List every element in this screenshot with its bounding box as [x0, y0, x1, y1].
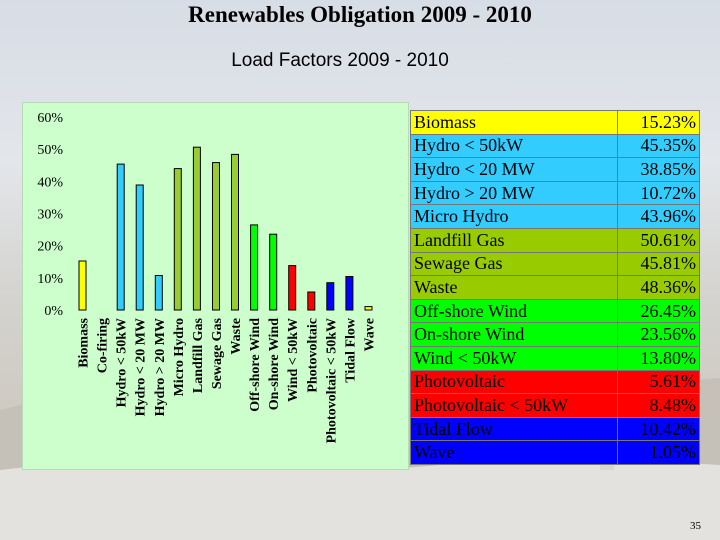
x-tick-label: Landfill Gas — [191, 317, 206, 393]
bar — [326, 282, 335, 311]
x-tick-label: Photovoltaic < 50kW — [324, 318, 339, 443]
x-tick-label: Hydro > 20 MW — [153, 318, 168, 416]
bar — [269, 233, 278, 311]
table-row: Hydro < 20 MW 38.85% — [410, 157, 700, 182]
bar — [78, 260, 87, 311]
row-value: 13.80% — [617, 345, 700, 371]
table-row: Tidal Flow 10.42% — [410, 416, 700, 442]
y-tick-label: 10% — [37, 272, 63, 287]
table-row: Waste 48.36% — [410, 275, 700, 300]
row-name: Sewage Gas — [410, 251, 618, 277]
table-row: Off-shore Wind 26.45% — [410, 298, 700, 324]
y-tick-label: 0% — [44, 304, 63, 319]
table-row: Micro Hydro 43.96% — [410, 204, 700, 229]
load-factor-table-panel: Biomass 15.23% Hydro < 50kW 45.35% Hydro < 2… — [410, 110, 700, 474]
bar — [192, 146, 201, 311]
table-row: On-shore Wind 23.56% — [410, 322, 700, 347]
y-tick-label: 60% — [37, 111, 63, 126]
y-tick-label: 30% — [37, 208, 63, 223]
row-value: 15.23% — [617, 110, 700, 135]
row-value: 50.61% — [617, 227, 700, 253]
chart-panel: 0% 10% 20% 30% 40% 50% 60% Biomass Co-firing Hydr… — [22, 102, 409, 470]
y-tick-label: 50% — [37, 143, 63, 158]
row-value: 43.96% — [617, 204, 700, 229]
x-tick-label: Hydro < 20 MW — [134, 318, 149, 416]
page-number: 35 — [690, 520, 701, 532]
row-value: 23.56% — [617, 322, 700, 347]
bar — [135, 184, 144, 311]
x-tick-label: Sewage Gas — [210, 317, 225, 389]
bar — [154, 275, 163, 311]
x-tick-label: Co-firing — [96, 318, 111, 373]
row-value: 10.72% — [617, 180, 700, 206]
x-tick-label: Hydro < 50kW — [115, 318, 130, 407]
row-name: On-shore Wind — [410, 322, 618, 347]
x-tick-label: Biomass — [77, 317, 92, 367]
row-value: 26.45% — [617, 298, 700, 324]
table-row: Hydro > 20 MW 10.72% — [410, 180, 700, 206]
y-tick-label: 40% — [37, 175, 63, 190]
x-tick-label: Tidal Flow — [343, 317, 358, 383]
x-tick-label: Off-shore Wind — [248, 318, 263, 412]
table-row: Landfill Gas 50.61% — [410, 227, 700, 253]
x-tick-label: Photovoltaic — [305, 318, 320, 393]
row-name: Photovoltaic — [410, 369, 618, 395]
row-name: Wave — [410, 440, 618, 465]
bar — [288, 265, 297, 311]
row-name: Biomass — [410, 110, 618, 135]
table-row: Wave 1.05% — [410, 440, 700, 465]
slide-subtitle: Load Factors 2009 - 2010 — [231, 50, 449, 71]
row-name: Hydro > 20 MW — [410, 180, 618, 206]
table-row: Hydro < 50kW 45.35% — [410, 133, 700, 159]
row-name: Hydro < 20 MW — [410, 157, 618, 182]
row-name: Micro Hydro — [410, 204, 618, 229]
bar — [250, 224, 259, 311]
bar — [307, 291, 316, 311]
row-value: 8.48% — [617, 393, 700, 418]
row-name: Hydro < 50kW — [410, 133, 618, 159]
row-name: Landfill Gas — [410, 227, 618, 253]
table-row: Wind < 50kW 13.80% — [410, 345, 700, 371]
row-value: 45.35% — [617, 133, 700, 159]
row-name: Tidal Flow — [410, 416, 618, 442]
y-tick-label: 20% — [37, 240, 63, 255]
row-name: Off-shore Wind — [410, 298, 618, 324]
table-row: Biomass 15.23% — [410, 110, 700, 135]
row-value: 10.42% — [617, 416, 700, 442]
x-tick-label: Wind < 50kW — [286, 318, 301, 402]
bar — [345, 276, 354, 311]
row-name: Waste — [410, 275, 618, 300]
row-name: Photovoltaic < 50kW — [410, 393, 618, 418]
row-name: Wind < 50kW — [410, 345, 618, 371]
row-value: 38.85% — [617, 157, 700, 182]
bar — [364, 306, 373, 311]
bar — [173, 168, 182, 311]
x-tick-label: On-shore Wind — [267, 318, 282, 410]
table-row: Photovoltaic 5.61% — [410, 369, 700, 395]
row-value: 1.05% — [617, 440, 700, 465]
x-tick-label: Waste — [229, 318, 244, 355]
row-value: 5.61% — [617, 369, 700, 395]
bar — [231, 153, 239, 311]
load-factor-table: Biomass 15.23% Hydro < 50kW 45.35% Hydro < 2… — [410, 110, 700, 465]
row-value: 48.36% — [617, 275, 700, 300]
load-factor-bar-chart: 0% 10% 20% 30% 40% 50% 60% Biomass Co-firing Hydr… — [37, 111, 378, 443]
slide-title: Renewables Obligation 2009 - 2010 — [188, 2, 532, 27]
x-tick-label: Wave — [363, 318, 378, 351]
bar — [212, 162, 220, 311]
table-row: Sewage Gas 45.81% — [410, 251, 700, 277]
x-tick-label: Micro Hydro — [172, 318, 187, 396]
table-row: Photovoltaic < 50kW 8.48% — [410, 393, 700, 418]
bar — [116, 163, 125, 311]
row-value: 45.81% — [617, 251, 700, 277]
